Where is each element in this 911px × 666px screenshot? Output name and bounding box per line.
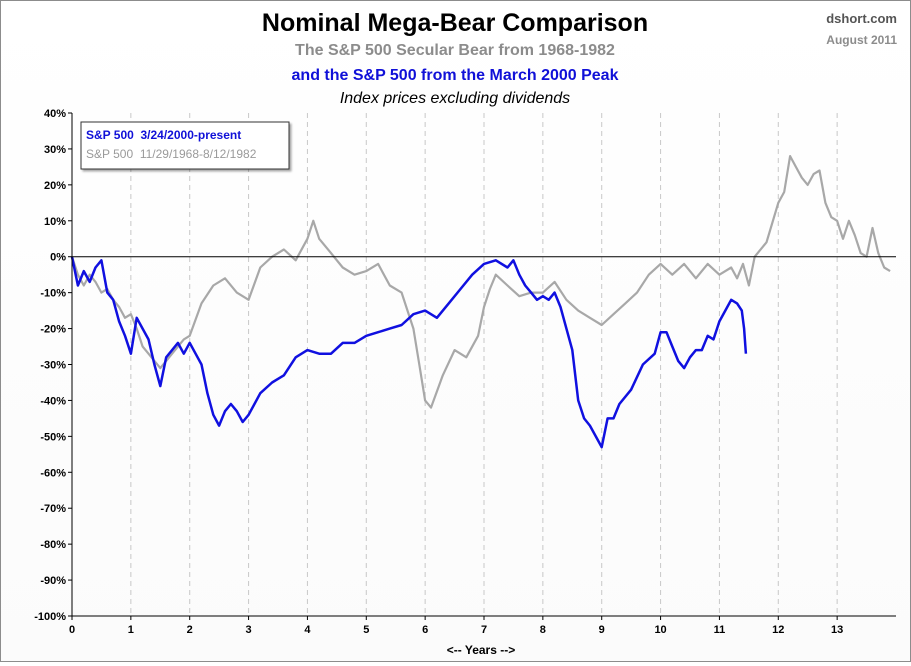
chart-subtitle-historic: The S&P 500 Secular Bear from 1968-1982 <box>295 42 615 59</box>
legend: S&P 500 3/24/2000-present S&P 500 11/29/… <box>80 121 290 170</box>
legend-item-historic: S&P 500 11/29/1968-8/12/1982 <box>86 147 257 161</box>
y-tick-label: -70% <box>40 503 66 515</box>
x-tick-label: 12 <box>772 624 784 636</box>
x-tick-label: 3 <box>246 624 252 636</box>
y-tick-label: -40% <box>40 395 66 407</box>
y-tick-label: -10% <box>40 288 66 300</box>
y-tick-label: 20% <box>44 180 66 192</box>
series-line-modern <box>70 256 748 449</box>
x-tick-label: 2 <box>187 624 193 636</box>
y-tick-label: -60% <box>40 467 66 479</box>
x-tick-label: 5 <box>363 624 369 636</box>
x-tick-labels: 0 1 2 3 4 5 6 7 8 9 10 11 12 13 <box>69 616 843 636</box>
series-historic <box>70 155 891 409</box>
y-tick-label: -30% <box>40 360 66 372</box>
x-tick-label: 1 <box>128 624 134 636</box>
legend-box <box>80 121 290 170</box>
x-tick-label: 10 <box>654 624 666 636</box>
x-tick-label: 0 <box>69 624 75 636</box>
date-label: August 2011 <box>826 33 897 47</box>
y-tick-label: -80% <box>40 539 66 551</box>
x-tick-label: 8 <box>540 624 546 636</box>
y-tick-label: -100% <box>34 611 66 623</box>
series-modern <box>70 256 748 449</box>
chart-subtitle-modern: and the S&P 500 from the March 2000 Peak <box>292 67 619 84</box>
x-tick-label: 6 <box>422 624 428 636</box>
y-tick-label: 0% <box>50 252 66 264</box>
grid-lines <box>130 113 838 616</box>
series-line-historic <box>70 155 891 409</box>
y-tick-label: -50% <box>40 431 66 443</box>
y-tick-label: -20% <box>40 324 66 336</box>
source-label: dshort.com <box>826 11 897 26</box>
y-tick-labels: 40% 30% 20% 10% 0% -10% -20% -30% -40% -50% -60% -7… <box>34 108 72 623</box>
y-tick-label: -90% <box>40 575 66 587</box>
x-tick-label: 13 <box>831 624 843 636</box>
x-tick-label: 7 <box>481 624 487 636</box>
chart-subtitle-note: Index prices excluding dividends <box>340 90 570 107</box>
y-tick-label: 10% <box>44 216 66 228</box>
x-tick-label: 9 <box>599 624 605 636</box>
y-tick-label: 30% <box>44 144 66 156</box>
y-tick-label: 40% <box>44 108 66 120</box>
x-tick-label: 4 <box>304 624 311 636</box>
x-axis-label: <-- Years --> <box>447 643 515 657</box>
legend-item-modern: S&P 500 3/24/2000-present <box>86 128 241 142</box>
x-tick-label: 11 <box>714 624 726 636</box>
chart-title: Nominal Mega-Bear Comparison <box>262 9 648 37</box>
